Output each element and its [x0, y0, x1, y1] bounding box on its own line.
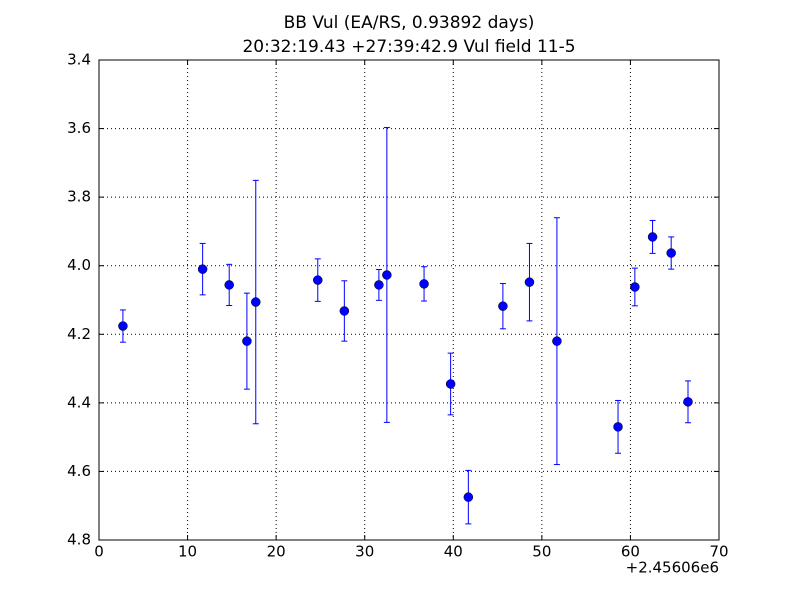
chart-title: BB Vul (EA/RS, 0.93892 days) [284, 13, 535, 33]
y-tick-label: 4.0 [67, 256, 91, 274]
x-tick-label: 10 [178, 543, 197, 561]
plot-area: 0 10 20 30 40 50 60 70 3.4 3.6 3.8 4.0 4.2 4.4 4.6 4.8 [67, 51, 728, 561]
y-tick-label: 4.6 [67, 462, 91, 480]
data-point [419, 279, 429, 289]
axes-frame [98, 59, 720, 541]
data-point [463, 492, 474, 502]
data-point [251, 297, 261, 307]
data-point [647, 232, 658, 242]
y-tick-label: 3.6 [67, 119, 91, 137]
data-point [630, 282, 640, 292]
x-tick-label: 70 [709, 543, 728, 561]
data-point [242, 336, 252, 346]
data-point [197, 264, 208, 274]
x-offset-label: +2.45606e6 [626, 559, 719, 577]
data-point [118, 321, 128, 331]
data-point [374, 280, 384, 290]
data-point [445, 379, 456, 389]
y-tick-label: 4.4 [67, 393, 91, 411]
data-point [339, 306, 350, 316]
y-tick-label: 3.4 [67, 51, 91, 69]
x-tick-label: 20 [267, 543, 286, 561]
data-point [552, 336, 562, 346]
chart-subtitle: 20:32:19.43 +27:39:42.9 Vul field 11-5 [242, 37, 575, 57]
data-point [382, 270, 392, 280]
x-tick-label: 30 [355, 543, 374, 561]
x-tick-label: 60 [621, 543, 640, 561]
x-tick-label: 40 [444, 543, 463, 561]
data-point [683, 397, 693, 407]
x-tick-label: 0 [94, 543, 104, 561]
data-point [613, 422, 623, 432]
data-point [313, 275, 323, 285]
y-tick-label: 4.2 [67, 325, 91, 343]
x-tick-label: 50 [532, 543, 551, 561]
data-point [666, 248, 676, 258]
y-tick-label: 4.8 [67, 531, 91, 549]
y-tick-label: 3.8 [67, 188, 91, 206]
data-point [498, 301, 508, 311]
data-point [224, 280, 234, 290]
data-point [524, 277, 535, 287]
